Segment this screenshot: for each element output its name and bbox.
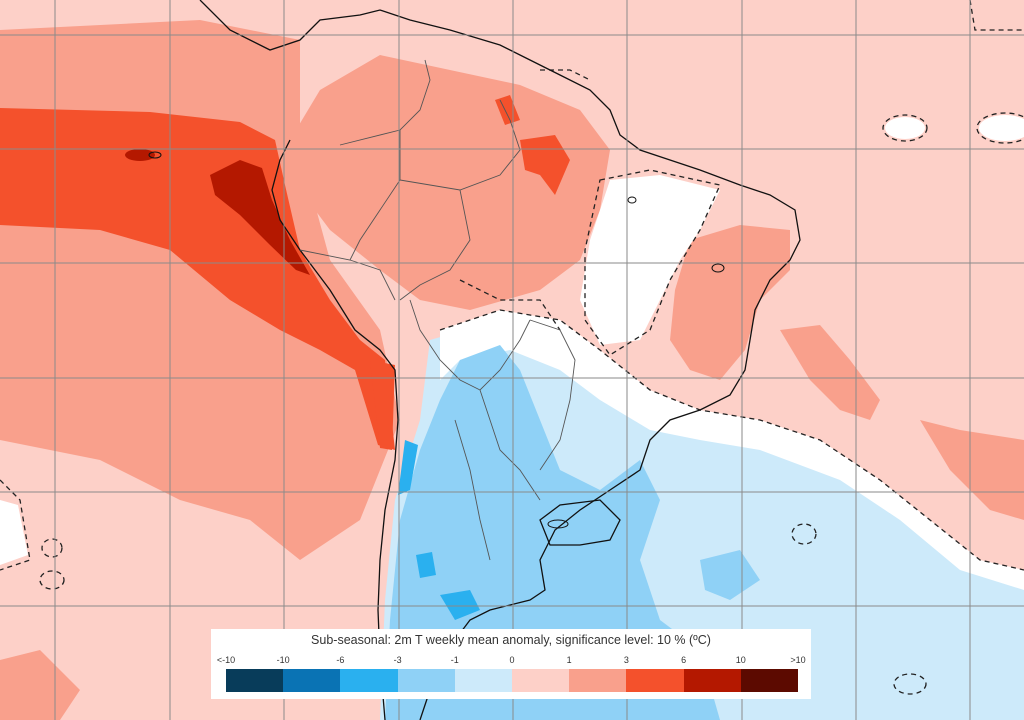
- pacific-very-hot-spot: [125, 149, 155, 161]
- legend-swatch: [512, 669, 570, 692]
- legend-tick-label: -6: [336, 655, 345, 665]
- legend-swatch: [683, 669, 741, 692]
- atlantic-warm-region-east: [920, 420, 1024, 520]
- pacific-warm-region-south: [0, 650, 80, 720]
- islands: [148, 151, 725, 529]
- argentina-cold-region: [385, 345, 720, 720]
- legend-swatch: [283, 669, 341, 692]
- legend-title: Sub-seasonal: 2m T weekly mean anomaly, …: [311, 633, 711, 647]
- legend-swatch: [569, 669, 627, 692]
- legend-tick-label: -1: [450, 655, 459, 665]
- patagonia-colder-patch-south: [440, 590, 480, 620]
- legend-swatch: [740, 669, 799, 692]
- pacific-neutral-patch: [0, 500, 28, 565]
- legend-tick-label: 1: [566, 655, 572, 665]
- atlantic-neutral-patch-east: [979, 115, 1024, 141]
- legend-swatch: [454, 669, 513, 692]
- legend-tick-label: 6: [681, 655, 687, 665]
- legend-swatch: [340, 669, 398, 692]
- legend-tick-label: 0: [509, 655, 515, 665]
- brazil-neutral-region: [580, 175, 720, 345]
- legend-tick-label: -10: [276, 655, 290, 665]
- legend: Sub-seasonal: 2m T weekly mean anomaly, …: [211, 629, 811, 699]
- amazon-warm-region: [290, 55, 610, 310]
- legend-tick-label: <-10: [216, 655, 236, 665]
- brazil-east-warm-region: [670, 225, 790, 380]
- amazon-hot-spot: [520, 135, 570, 195]
- uruguay-coastline: [539, 499, 621, 546]
- peru-very-hot-region: [210, 160, 310, 275]
- chile-hot-strip: [370, 360, 395, 450]
- country-borders: [299, 59, 576, 561]
- legend-tick-label: 10: [735, 655, 746, 665]
- south-america-coastline: [199, 0, 801, 720]
- legend-swatch: [397, 669, 455, 692]
- legend-colorbar: [226, 669, 799, 692]
- legend-swatch: [626, 669, 684, 692]
- andes-colder-strip: [398, 440, 418, 495]
- patagonia-colder-patch: [416, 552, 436, 578]
- atlantic-warm-region: [780, 325, 880, 420]
- pacific-hot-region: [0, 108, 395, 450]
- atlantic-neutral-patch: [885, 117, 925, 139]
- pacific-coastline: [271, 139, 399, 720]
- south-neutral-band: [440, 310, 1024, 590]
- legend-ticks: <-10 -10 -6 -3 -1 0 1 3 6 10 >10: [211, 655, 811, 667]
- atlantic-cold-patch: [700, 550, 760, 600]
- legend-swatch: [226, 669, 284, 692]
- legend-tick-label: 3: [623, 655, 629, 665]
- legend-tick-label: -3: [393, 655, 402, 665]
- legend-tick-label: >10: [790, 655, 806, 665]
